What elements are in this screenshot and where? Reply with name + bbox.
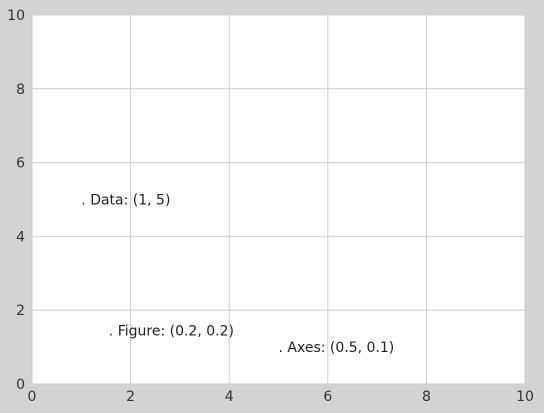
y-tick-label: 10 — [7, 8, 25, 24]
annotation-data: . Data: (1, 5) — [81, 193, 170, 209]
annotation-axes: . Axes: (0.5, 0.1) — [279, 340, 395, 356]
y-tick-label: 2 — [16, 303, 25, 319]
x-tick-label: 0 — [28, 389, 37, 405]
annotation-figure: . Figure: (0.2, 0.2) — [109, 323, 234, 339]
x-tick-label: 4 — [225, 389, 234, 405]
axes-background — [32, 15, 525, 384]
x-tick-label: 6 — [323, 389, 332, 405]
x-tick-label: 8 — [422, 389, 431, 405]
x-tick-label: 2 — [126, 389, 135, 405]
y-tick-label: 8 — [16, 82, 25, 98]
annotations: . Data: (1, 5) . Axes: (0.5, 0.1) . Figure… — [81, 193, 394, 357]
x-tick-label: 10 — [516, 389, 534, 405]
y-tick-label: 0 — [16, 377, 25, 393]
grid — [31, 14, 526, 385]
y-tick-label: 6 — [16, 156, 25, 172]
tick-labels: 0 2 4 6 8 10 0 2 4 6 8 10 — [7, 8, 534, 405]
y-tick-label: 4 — [16, 229, 25, 245]
